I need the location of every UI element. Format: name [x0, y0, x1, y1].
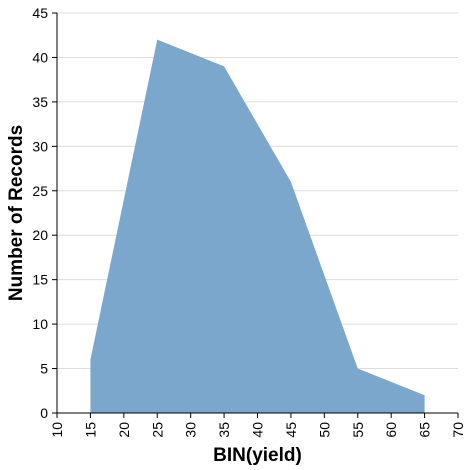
x-tick-label: 50 [316, 422, 332, 438]
x-axis-title: BIN(yield) [213, 445, 302, 466]
y-tick-label: 30 [32, 138, 48, 154]
x-tick-label: 15 [82, 422, 98, 438]
y-axis-ticks: 0 5 10 15 20 25 30 35 40 45 [32, 5, 57, 421]
y-tick-label: 10 [32, 316, 48, 332]
y-tick-label: 20 [32, 227, 48, 243]
y-tick-label: 40 [32, 49, 48, 65]
y-tick-label: 45 [32, 5, 48, 21]
y-tick-label: 0 [40, 405, 48, 421]
x-tick-label: 20 [116, 422, 132, 438]
y-tick-label: 5 [40, 361, 48, 377]
x-axis-ticks: 10 15 20 25 30 35 40 45 50 55 60 65 70 [49, 413, 466, 438]
y-axis-title: Number of Records [6, 125, 27, 301]
x-tick-label: 65 [417, 422, 433, 438]
x-tick-label: 70 [450, 422, 466, 438]
y-tick-label: 35 [32, 94, 48, 110]
y-tick-label: 15 [32, 272, 48, 288]
x-tick-label: 40 [250, 422, 266, 438]
x-tick-label: 30 [183, 422, 199, 438]
y-tick-label: 25 [32, 183, 48, 199]
x-tick-label: 35 [216, 422, 232, 438]
x-tick-label: 45 [283, 422, 299, 438]
x-tick-label: 10 [49, 422, 65, 438]
area-series [90, 39, 425, 414]
x-tick-label: 55 [350, 422, 366, 438]
x-tick-label: 60 [383, 422, 399, 438]
x-tick-label: 25 [149, 422, 165, 438]
